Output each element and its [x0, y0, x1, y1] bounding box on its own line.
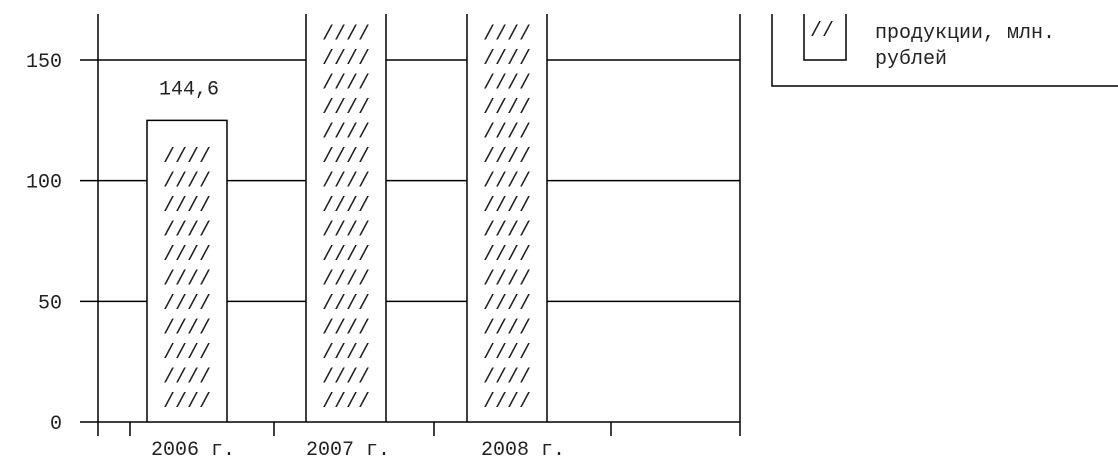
bar-2-hatch-9: ////	[483, 171, 531, 194]
x-axis: 2006 г. 2007 г. 2008 г.	[80, 421, 741, 462]
legend: // продукции, млн. рублей	[771, 14, 1118, 87]
bar-0-fill	[147, 120, 227, 422]
bar-1-hatch-4: ////	[322, 293, 370, 316]
bar-2-hatch-6: ////	[483, 244, 531, 267]
bar-1-hatch-9: ////	[322, 171, 370, 194]
bar-1-hatch-11: ////	[322, 122, 370, 145]
bar-2-hatch-14: ////	[483, 48, 531, 71]
x-tick-label-2: 2008 г.	[481, 439, 565, 462]
legend-swatch-hatch: //	[810, 20, 834, 43]
bar-2-hatch-5: ////	[483, 269, 531, 292]
bar-0-hatch-6: ////	[163, 244, 211, 267]
bar-0-hatch-8: ////	[163, 195, 211, 218]
legend-swatch	[803, 14, 847, 61]
bar-2-hatch-1: ////	[483, 367, 531, 390]
bar-0-hatch-3: ////	[163, 318, 211, 341]
bar-0	[146, 119, 228, 422]
bar-1-hatch-5: ////	[322, 269, 370, 292]
bar-1-hatch-14: ////	[322, 48, 370, 71]
y-tick-label-150: 150	[26, 51, 62, 74]
bar-0-hatch-9: ////	[163, 171, 211, 194]
bar-2-hatch-7: ////	[483, 220, 531, 243]
bars: ////////////////////////////////////////…	[146, 14, 548, 422]
bar-1-hatch-15: ////	[322, 24, 370, 47]
bar-2-hatch-0: ////	[483, 391, 531, 414]
bar-0-hatch-4: ////	[163, 293, 211, 316]
bar-1-hatch-0: ////	[322, 391, 370, 414]
bar-2-hatch-12: ////	[483, 97, 531, 120]
bar-0-hatch-2: ////	[163, 342, 211, 365]
bar-0-hatch-5: ////	[163, 269, 211, 292]
bar-1-hatch-8: ////	[322, 195, 370, 218]
bar-1-hatch-12: ////	[322, 97, 370, 120]
bar-1-hatch-6: ////	[322, 244, 370, 267]
x-tick-label-1: 2007 г.	[306, 439, 390, 462]
bar-2-hatch-11: ////	[483, 122, 531, 145]
bar-0-hatch-7: ////	[163, 220, 211, 243]
y-tick-label-50: 50	[38, 292, 62, 315]
bar-1-hatch-1: ////	[322, 367, 370, 390]
bar-1-hatch-2: ////	[322, 342, 370, 365]
bar-2-hatch-2: ////	[483, 342, 531, 365]
bar-1	[305, 14, 387, 422]
bar-2-hatch-10: ////	[483, 146, 531, 169]
y-axis: 0 50 100 150	[26, 51, 62, 436]
bar-1-hatch-10: ////	[322, 146, 370, 169]
bar-2-hatch-3: ////	[483, 318, 531, 341]
bar-0-value-label: 144,6	[159, 78, 219, 101]
bar-1-hatch-7: ////	[322, 220, 370, 243]
chart-frame	[97, 14, 741, 422]
bar-1-hatch-13: ////	[322, 73, 370, 96]
y-tick-label-100: 100	[26, 172, 62, 195]
legend-line-1: продукции, млн.	[875, 22, 1055, 45]
bar-2-hatch-8: ////	[483, 195, 531, 218]
bar-2-hatch-15: ////	[483, 24, 531, 47]
bar-1-fill	[306, 14, 386, 422]
bar-0-hatch-0: ////	[163, 391, 211, 414]
bar-0-hatch-10: ////	[163, 146, 211, 169]
legend-frame	[771, 14, 1118, 87]
bar-2	[466, 14, 548, 422]
bar-0-hatch-1: ////	[163, 367, 211, 390]
bar-1-hatch-3: ////	[322, 318, 370, 341]
bar-2-hatch-13: ////	[483, 73, 531, 96]
x-tick-label-0: 2006 г.	[151, 439, 235, 462]
bar-2-hatch-4: ////	[483, 293, 531, 316]
legend-line-2: рублей	[875, 48, 947, 71]
bar-2-fill	[467, 14, 547, 422]
y-tick-label-0: 0	[50, 413, 62, 436]
